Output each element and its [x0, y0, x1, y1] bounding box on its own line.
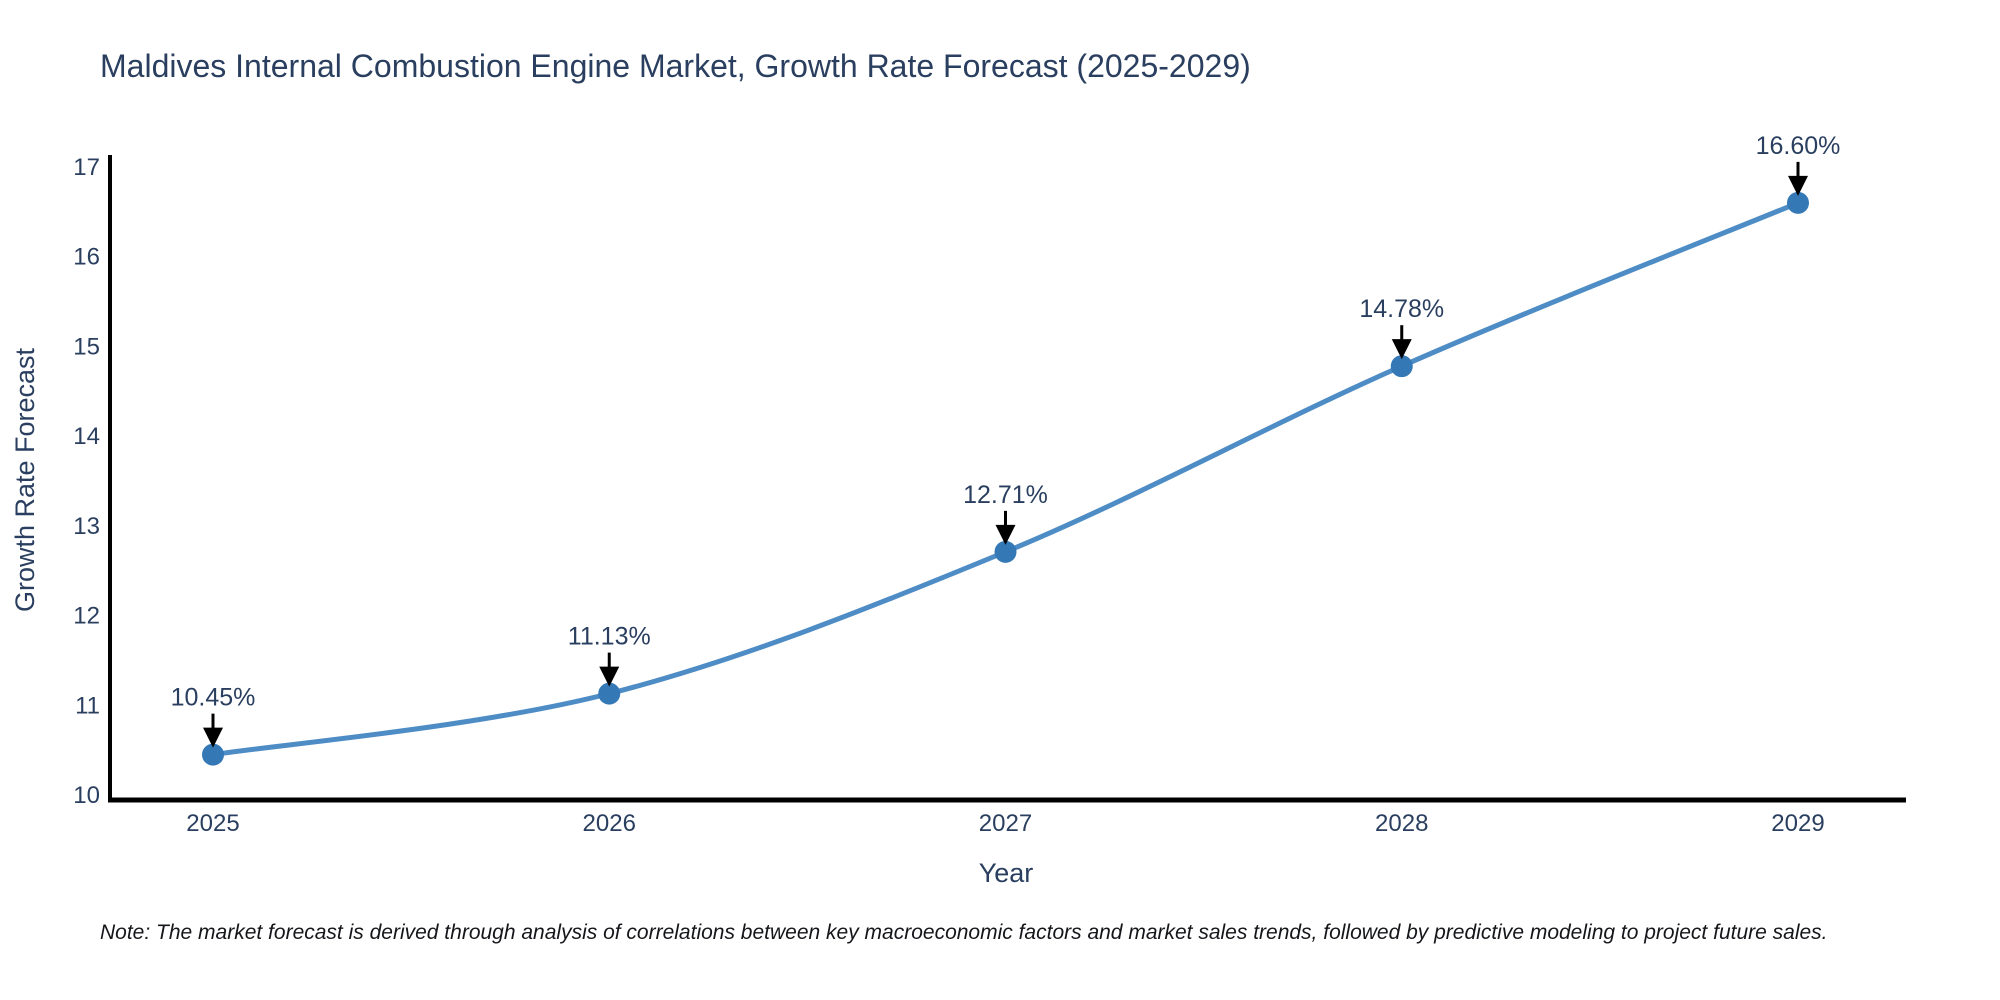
- x-tick-label: 2025: [186, 810, 239, 837]
- series-line: [210, 200, 1801, 758]
- y-tick-label: 10: [73, 782, 100, 809]
- annotation-label: 11.13%: [568, 623, 651, 651]
- x-tick-label: 2029: [1771, 810, 1824, 837]
- annotation-arrowhead: [203, 727, 223, 748]
- axis-spines: [108, 155, 1906, 803]
- data-point-marker: [1390, 355, 1413, 378]
- data-point-marker: [994, 540, 1017, 563]
- data-point-marker: [1787, 191, 1809, 214]
- growth-rate-series: [202, 191, 1809, 766]
- annotation-arrowhead: [995, 524, 1016, 545]
- data-point-marker: [202, 743, 224, 766]
- chart-title: Maldives Internal Combustion Engine Mark…: [100, 48, 1251, 84]
- y-tick-label: 11: [75, 692, 100, 719]
- x-tick-label: 2027: [979, 810, 1032, 837]
- y-tick-label: 13: [73, 513, 100, 540]
- y-tick-label: 12: [73, 603, 100, 630]
- x-tick-label: 2028: [1375, 810, 1428, 837]
- x-axis-tick-labels: 2025 2026 2027 2028 2029: [186, 810, 1824, 837]
- point-annotations: 10.45% 11.13% 12.71% 14.78% 16.60%: [171, 132, 1841, 748]
- y-axis-tick-labels: 10 11 12 13 14 15 16 17: [73, 154, 100, 809]
- y-tick-label: 17: [73, 154, 100, 181]
- y-axis-title: Growth Rate Forecast: [10, 347, 40, 612]
- x-axis-title: Year: [979, 858, 1034, 888]
- annotation-label: 14.78%: [1359, 295, 1444, 323]
- annotation-arrowhead: [599, 666, 620, 687]
- annotation-arrowhead: [1788, 175, 1808, 196]
- y-tick-label: 14: [73, 423, 100, 450]
- annotation-label: 16.60%: [1756, 132, 1841, 160]
- x-tick-label: 2026: [583, 810, 636, 837]
- data-point-marker: [598, 682, 621, 705]
- annotation-label: 12.71%: [963, 481, 1048, 509]
- y-tick-label: 15: [73, 333, 100, 360]
- y-tick-label: 16: [73, 244, 100, 271]
- annotation-label: 10.45%: [171, 684, 256, 712]
- annotation-arrowhead: [1391, 339, 1412, 360]
- footnote: Note: The market forecast is derived thr…: [100, 921, 1828, 944]
